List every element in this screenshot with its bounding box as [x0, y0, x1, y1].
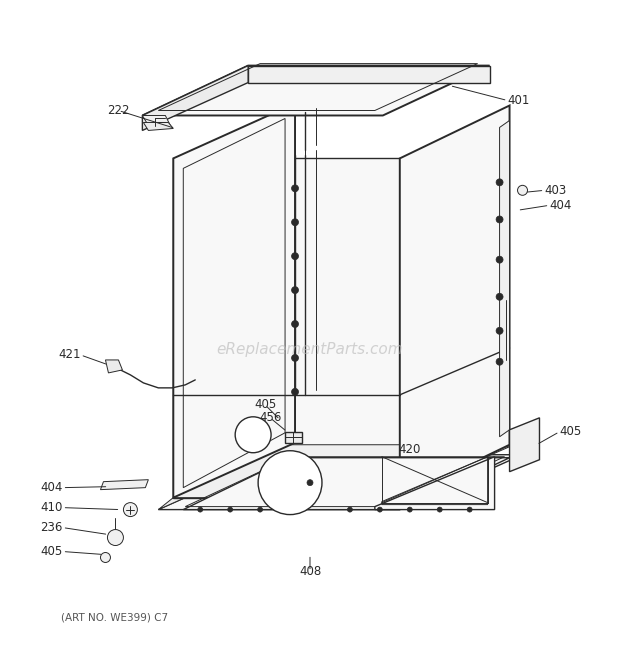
Polygon shape — [143, 116, 170, 126]
Text: 405: 405 — [40, 545, 63, 558]
Polygon shape — [158, 447, 290, 510]
Polygon shape — [174, 447, 510, 498]
Circle shape — [437, 507, 442, 512]
Polygon shape — [510, 418, 539, 472]
Text: 421: 421 — [58, 348, 81, 362]
Text: 404: 404 — [40, 481, 63, 494]
Circle shape — [496, 216, 503, 223]
Circle shape — [378, 507, 383, 512]
Circle shape — [291, 253, 298, 260]
Circle shape — [467, 507, 472, 512]
Circle shape — [291, 287, 298, 293]
Polygon shape — [174, 445, 510, 498]
Circle shape — [496, 358, 503, 366]
Circle shape — [258, 451, 322, 514]
Circle shape — [198, 507, 203, 512]
Circle shape — [407, 507, 412, 512]
Polygon shape — [248, 65, 490, 83]
Circle shape — [291, 354, 298, 362]
Text: eReplacementParts.com: eReplacementParts.com — [216, 342, 404, 358]
Circle shape — [100, 553, 110, 563]
Text: 236: 236 — [40, 521, 63, 534]
Text: (ART NO. WE399) C7: (ART NO. WE399) C7 — [61, 612, 167, 623]
Polygon shape — [100, 480, 148, 490]
Circle shape — [496, 327, 503, 334]
Polygon shape — [375, 457, 495, 510]
Circle shape — [258, 507, 263, 512]
Circle shape — [496, 293, 503, 300]
Circle shape — [291, 185, 298, 192]
Text: 410: 410 — [40, 501, 63, 514]
Text: 405: 405 — [559, 425, 582, 438]
Polygon shape — [143, 122, 174, 130]
Circle shape — [123, 502, 138, 517]
Polygon shape — [400, 106, 510, 498]
Text: 420: 420 — [399, 444, 421, 456]
Text: 222: 222 — [107, 104, 130, 117]
Circle shape — [496, 179, 503, 186]
Polygon shape — [105, 360, 122, 373]
Text: 404: 404 — [549, 199, 572, 212]
Text: 456: 456 — [259, 411, 281, 424]
Text: 408: 408 — [299, 565, 321, 578]
Circle shape — [347, 507, 352, 512]
Circle shape — [107, 529, 123, 545]
Circle shape — [291, 389, 298, 395]
Polygon shape — [500, 120, 510, 437]
Polygon shape — [174, 159, 400, 498]
Text: 403: 403 — [544, 184, 567, 197]
Polygon shape — [285, 432, 302, 443]
Polygon shape — [143, 65, 248, 130]
Circle shape — [307, 480, 313, 486]
Circle shape — [291, 219, 298, 226]
Circle shape — [228, 507, 232, 512]
Polygon shape — [184, 457, 510, 510]
Text: 405: 405 — [254, 399, 277, 411]
Polygon shape — [158, 455, 523, 510]
Polygon shape — [143, 65, 490, 116]
Circle shape — [235, 417, 271, 453]
Circle shape — [291, 321, 298, 327]
Polygon shape — [174, 104, 295, 498]
Circle shape — [518, 185, 528, 195]
Circle shape — [496, 256, 503, 263]
Text: 401: 401 — [508, 94, 530, 107]
